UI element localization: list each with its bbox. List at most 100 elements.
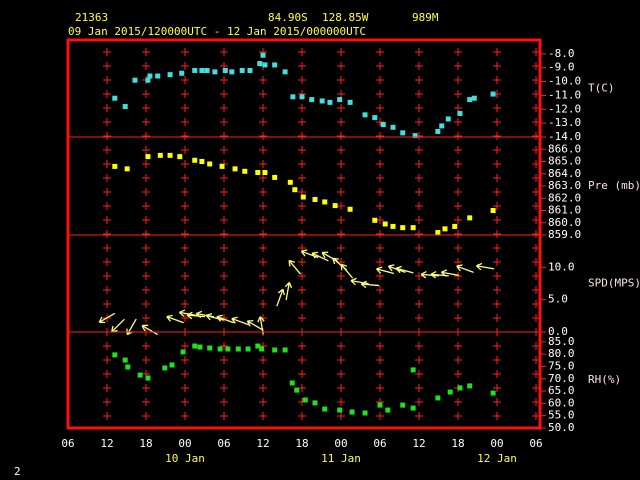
point xyxy=(132,77,138,83)
wind-arrow xyxy=(311,251,329,262)
wind-arrow xyxy=(216,314,234,324)
point xyxy=(169,362,175,368)
point xyxy=(259,346,265,352)
y-tick-label: -12.0 xyxy=(548,102,581,115)
y-tick-label: -10.0 xyxy=(548,75,581,88)
point xyxy=(219,163,225,169)
y-tick-label: 80.0 xyxy=(548,347,575,360)
point xyxy=(235,346,241,352)
point xyxy=(125,364,131,370)
point xyxy=(439,123,445,129)
grid-line xyxy=(103,48,111,420)
point xyxy=(207,345,213,351)
y-axis-label: Pre (mb) xyxy=(588,179,640,192)
wind-arrow xyxy=(141,324,159,336)
y-tick-label: 60.0 xyxy=(548,396,575,409)
x-tick-label: 12 xyxy=(100,437,113,450)
wind-arrow xyxy=(276,288,285,307)
point xyxy=(282,347,288,353)
latitude: 84.90S xyxy=(268,11,308,24)
point xyxy=(299,94,305,100)
point xyxy=(327,99,333,105)
point xyxy=(245,346,251,352)
wind-arrow xyxy=(340,263,354,279)
x-tick-label: 06 xyxy=(217,437,230,450)
point xyxy=(490,91,496,97)
point xyxy=(199,159,205,164)
point xyxy=(262,62,268,68)
point xyxy=(347,206,353,212)
point xyxy=(372,115,378,121)
page-number: 2 xyxy=(14,465,21,478)
point xyxy=(239,67,245,73)
point xyxy=(287,179,293,185)
station-id: 21363 xyxy=(75,11,108,24)
grid-line xyxy=(220,48,228,420)
point xyxy=(167,152,173,158)
y-tick-label: 863.0 xyxy=(548,179,581,192)
x-tick-label: 18 xyxy=(139,437,152,450)
y-tick-label: 55.0 xyxy=(548,409,575,422)
point xyxy=(457,110,463,116)
point xyxy=(467,383,473,389)
point xyxy=(225,346,231,352)
point xyxy=(122,104,128,110)
point xyxy=(212,69,218,75)
grid-line xyxy=(493,48,501,420)
y-tick-label: 70.0 xyxy=(548,372,575,385)
y-tick-label: -13.0 xyxy=(548,116,581,129)
point xyxy=(197,344,203,350)
point xyxy=(435,128,441,134)
point xyxy=(382,221,388,227)
point xyxy=(471,95,477,101)
wind-arrow xyxy=(288,259,302,275)
x-tick-label: 06 xyxy=(529,437,542,450)
point xyxy=(435,395,441,401)
point xyxy=(112,352,118,358)
point xyxy=(207,161,213,167)
point xyxy=(179,70,185,76)
y-tick-label: 10.0 xyxy=(548,260,575,273)
point xyxy=(390,223,396,229)
wind-arrow xyxy=(246,320,264,331)
point xyxy=(385,407,391,413)
y-tick-label: 861.0 xyxy=(548,204,581,217)
wind-arrow xyxy=(420,270,440,279)
x-date-label: 12 Jan xyxy=(477,452,517,465)
wind-arrow xyxy=(205,313,224,321)
wind-arrow xyxy=(475,262,495,271)
wind-arrow xyxy=(98,312,116,324)
x-tick-label: 12 xyxy=(256,437,269,450)
x-tick-label: 06 xyxy=(373,437,386,450)
x-tick-label: 18 xyxy=(451,437,464,450)
y-tick-label: 0.0 xyxy=(548,325,568,338)
y-tick-label: 85.0 xyxy=(548,335,575,348)
frame xyxy=(66,38,542,430)
point xyxy=(155,73,161,79)
y-axis-label: RH(%) xyxy=(588,373,621,386)
point xyxy=(255,343,261,349)
point xyxy=(145,77,151,83)
wind-arrow xyxy=(360,280,380,289)
point xyxy=(180,349,186,355)
point xyxy=(112,95,118,101)
wind-arrow xyxy=(376,266,395,275)
point xyxy=(229,69,235,75)
point xyxy=(124,166,130,172)
grid-line xyxy=(142,48,150,420)
point xyxy=(349,409,355,415)
grid-line xyxy=(181,48,189,420)
point xyxy=(380,122,386,128)
y-tick-label: 859.0 xyxy=(548,228,581,241)
x-date-label: 11 Jan xyxy=(321,452,361,465)
y-tick-label: 5.0 xyxy=(548,293,568,306)
point xyxy=(319,98,325,104)
point xyxy=(294,387,300,393)
point xyxy=(300,194,306,200)
point xyxy=(192,67,198,73)
x-tick-label: 12 xyxy=(412,437,425,450)
y-tick-label: 866.0 xyxy=(548,142,581,155)
wind-arrow xyxy=(440,269,460,277)
point xyxy=(192,343,198,349)
